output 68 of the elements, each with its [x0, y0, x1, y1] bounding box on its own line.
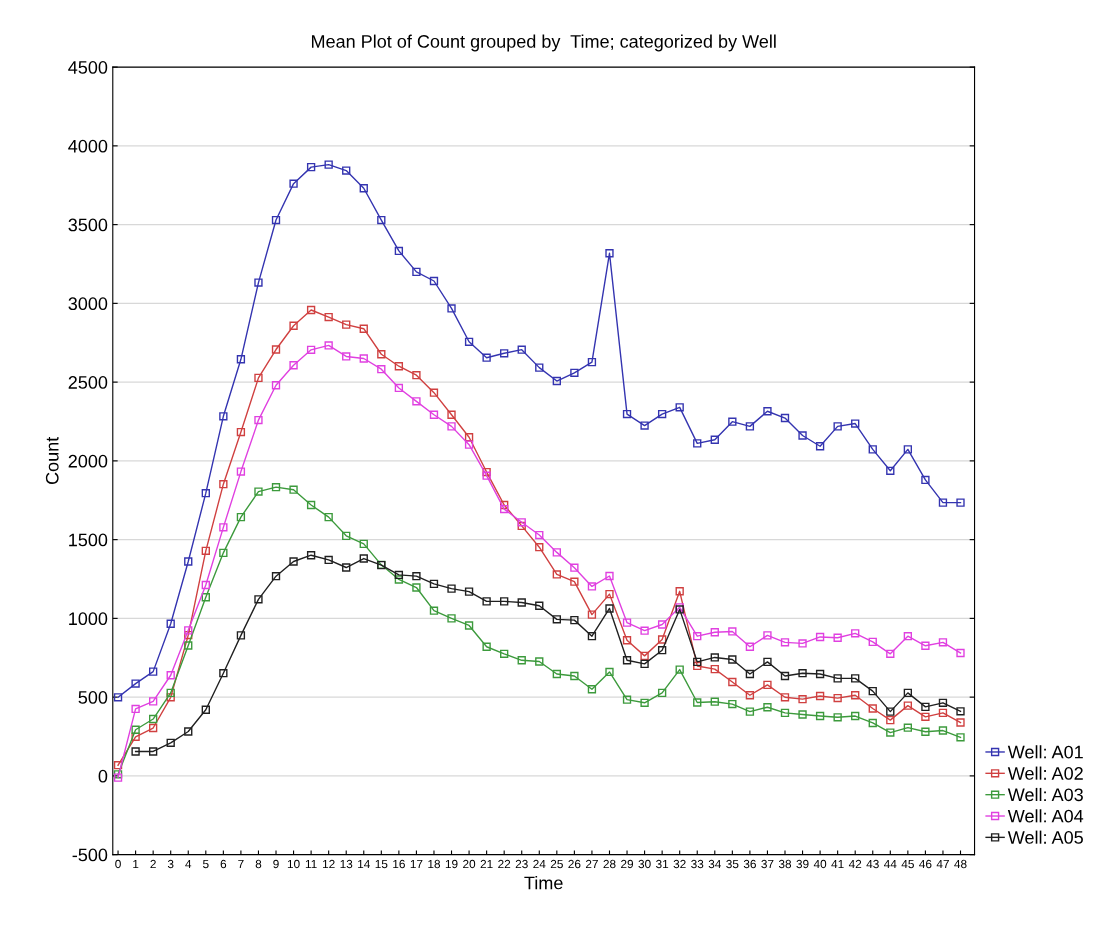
- y-tick-label: 0: [98, 769, 108, 783]
- x-tick-label: 45: [901, 859, 914, 869]
- chart-title: Mean Plot of Count grouped by Time; categorized by Well: [311, 34, 776, 52]
- y-tick-label: 4500: [68, 61, 108, 74]
- x-tick-label: 27: [585, 859, 598, 869]
- x-tick-label: 18: [428, 859, 441, 869]
- x-tick-label: 19: [445, 859, 458, 869]
- x-tick-label: 24: [533, 859, 546, 869]
- legend-label: Well: A04: [1007, 809, 1084, 823]
- x-tick-label: 13: [340, 859, 353, 869]
- x-tick-label: 28: [603, 859, 616, 869]
- y-tick-label: 500: [78, 691, 108, 704]
- x-tick-label: 35: [726, 859, 739, 869]
- y-tick-label: 3000: [68, 297, 108, 311]
- x-tick-label: 15: [375, 859, 388, 869]
- x-tick-label: 9: [273, 859, 279, 869]
- x-tick-label: 7: [238, 859, 244, 869]
- x-tick-label: 16: [393, 859, 405, 869]
- x-tick-label: 25: [550, 859, 563, 869]
- x-tick-label: 5: [203, 859, 209, 869]
- x-tick-label: 46: [919, 859, 932, 869]
- x-tick-label: 37: [761, 859, 774, 869]
- x-tick-label: 8: [255, 859, 262, 869]
- x-tick-label: 41: [831, 859, 844, 869]
- x-tick-label: 31: [656, 859, 669, 869]
- y-tick-label: 1500: [69, 533, 108, 547]
- x-tick-label: 22: [498, 859, 511, 869]
- legend-label: Well: A05: [1007, 830, 1083, 844]
- x-tick-label: 20: [463, 859, 476, 869]
- x-tick-label: 44: [884, 859, 897, 869]
- x-tick-label: 33: [691, 859, 704, 869]
- x-tick-label: 40: [813, 859, 827, 869]
- x-tick-label: 29: [621, 859, 634, 869]
- x-tick-label: 3: [167, 859, 174, 869]
- x-tick-label: 36: [743, 859, 756, 869]
- legend-label: Well: A01: [1007, 745, 1083, 759]
- x-tick-label: 48: [954, 859, 967, 869]
- x-tick-label: 34: [708, 859, 722, 869]
- x-tick-label: 38: [778, 859, 792, 869]
- y-tick-label: -500: [72, 848, 108, 862]
- x-tick-label: 11: [305, 859, 317, 869]
- x-axis-title: Time: [524, 876, 563, 890]
- y-tick-label: 3500: [68, 218, 108, 232]
- y-tick-label: 1000: [69, 612, 108, 626]
- x-tick-label: 30: [638, 859, 651, 869]
- x-tick-label: 4: [185, 859, 192, 869]
- x-tick-label: 10: [287, 859, 300, 869]
- legend-label: Well: A02: [1007, 766, 1083, 780]
- x-tick-label: 2: [150, 859, 156, 869]
- x-tick-label: 12: [323, 859, 335, 869]
- x-tick-label: 14: [358, 859, 370, 869]
- x-tick-label: 47: [936, 859, 949, 869]
- x-tick-label: 32: [673, 859, 686, 869]
- x-tick-label: 1: [133, 859, 139, 869]
- y-tick-label: 2500: [68, 376, 108, 389]
- x-tick-label: 23: [515, 859, 528, 869]
- x-tick-label: 39: [796, 859, 809, 869]
- x-tick-label: 6: [220, 859, 227, 869]
- x-tick-label: 26: [568, 859, 581, 869]
- x-tick-label: 42: [848, 859, 862, 869]
- x-tick-label: 43: [866, 859, 879, 869]
- y-tick-label: 2000: [68, 454, 108, 468]
- legend-label: Well: A03: [1007, 787, 1083, 802]
- x-tick-label: 17: [410, 859, 423, 869]
- x-tick-label: 0: [115, 859, 121, 869]
- y-axis-title: Count: [45, 436, 59, 485]
- x-tick-label: 21: [480, 859, 493, 869]
- y-tick-label: 4000: [68, 139, 108, 153]
